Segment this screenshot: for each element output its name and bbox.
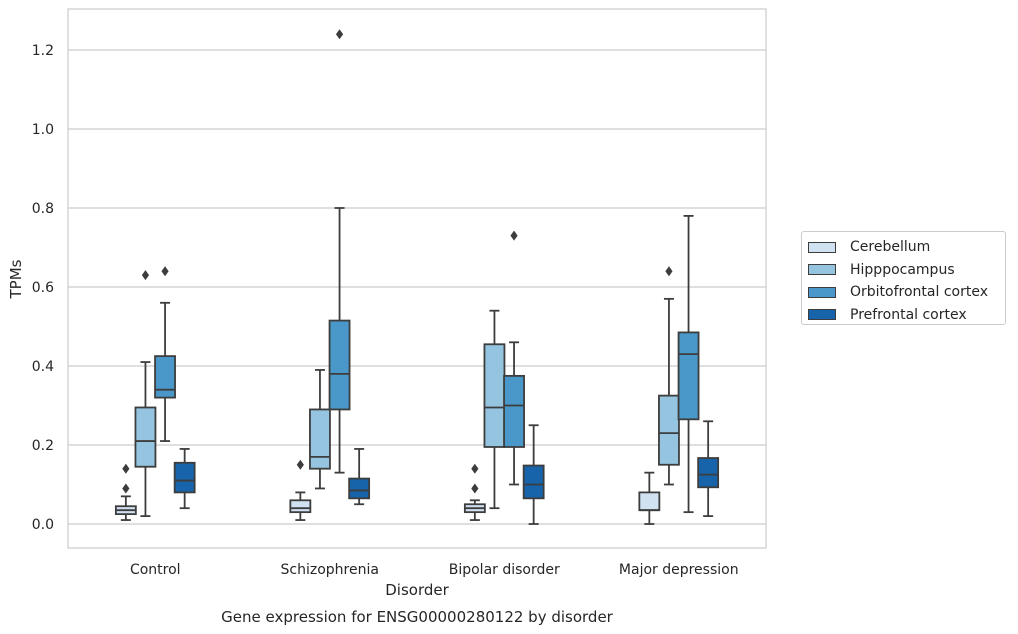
x-tick-labels: Control Schizophrenia Bipolar disorder Majo… [130,562,739,578]
y-tick-label: 1.0 [32,122,54,138]
outlier-point [471,463,479,474]
box-plot [697,420,720,517]
box [697,457,720,489]
legend-item: Orbitofrontal cortex [808,281,1005,304]
legend-label: Prefrontal cortex [850,306,967,323]
outlier-point [335,29,344,40]
box-plot [522,424,545,525]
box [134,406,157,468]
box-plot [348,448,371,506]
box-plot [114,463,137,521]
outlier-point [161,266,169,277]
box-plot [154,266,176,442]
box [503,374,525,448]
legend-label: Orbitofrontal cortex [850,284,988,301]
x-tick-label: Major depression [619,562,739,578]
box-plot [503,230,525,486]
legend-swatch [808,241,836,253]
legend-item: Cerebellum [808,236,1005,259]
legend-swatch [808,264,836,276]
box-plots [114,29,720,525]
box-plot [463,463,486,521]
legend-item: Hipppocampus [808,259,1005,282]
outlier-point [665,266,673,277]
y-tick-label: 0.0 [32,517,54,533]
box-plot [638,471,661,525]
outlier-point [471,483,479,494]
x-tick-label: Control [130,562,181,578]
box-plot [328,29,351,474]
legend-swatch [808,309,836,321]
box [173,461,196,494]
box [309,408,331,470]
box [328,319,351,411]
outlier-point [510,230,518,241]
legend: Cerebellum Hipppocampus Orbitofrontal co… [801,231,1006,325]
box [658,394,680,466]
y-axis-label: TPMs [7,259,25,299]
x-tick-label: Bipolar disorder [449,562,560,578]
y-tick-label: 1.2 [32,43,54,59]
box-plot [658,266,680,486]
box [677,331,700,421]
box-plot [483,309,506,510]
box [289,499,312,514]
x-axis-label: Disorder [385,581,449,599]
plot-frame [67,8,767,549]
box [638,491,661,512]
legend-label: Hipppocampus [850,261,955,278]
y-tick-label: 0.4 [32,359,54,375]
grid-lines [68,49,766,525]
outlier-point [296,459,304,470]
y-tick-label: 0.6 [32,280,54,296]
legend-item: Prefrontal cortex [808,304,1005,327]
box [348,477,371,500]
outlier-point [141,270,150,281]
legend-label: Cerebellum [850,239,931,256]
outlier-point [122,483,130,494]
box-plot [309,369,331,490]
legend-swatch [808,286,836,298]
box [154,355,176,399]
box-plot [134,270,157,517]
box [522,464,545,500]
box-plot [289,459,312,521]
box-plot [173,448,196,510]
chart-caption: Gene expression for ENSG00000280122 by d… [221,608,614,626]
outlier-point [122,463,130,474]
x-tick-label: Schizophrenia [281,562,379,578]
y-tick-label: 0.8 [32,201,54,217]
y-tick-label: 0.2 [32,438,54,454]
box [483,343,506,448]
box-plot [677,214,700,514]
y-tick-labels: 0.0 0.2 0.4 0.6 0.8 1.0 1.2 [32,43,54,533]
